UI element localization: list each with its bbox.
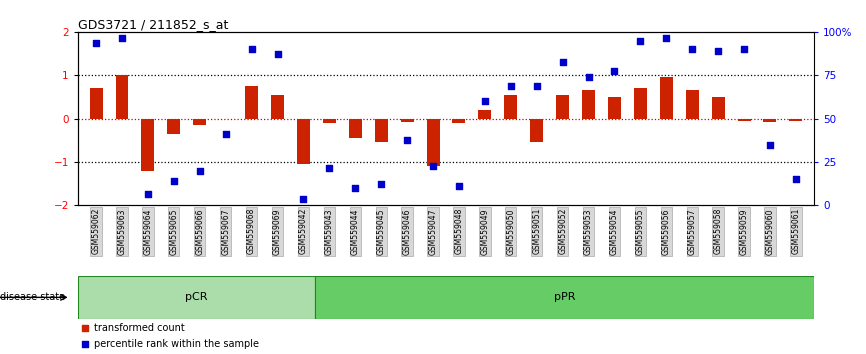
Point bbox=[530, 83, 544, 89]
Point bbox=[608, 68, 622, 74]
Bar bbox=[478, 110, 491, 119]
Bar bbox=[401, 119, 414, 122]
Point bbox=[737, 46, 751, 52]
Text: transformed count: transformed count bbox=[94, 323, 184, 333]
Text: disease state: disease state bbox=[0, 292, 65, 302]
Bar bbox=[141, 119, 154, 171]
Bar bbox=[297, 119, 310, 164]
Point bbox=[633, 38, 647, 44]
Bar bbox=[556, 95, 569, 119]
Text: percentile rank within the sample: percentile rank within the sample bbox=[94, 339, 259, 349]
Bar bbox=[115, 75, 128, 119]
Bar bbox=[790, 119, 803, 121]
Point bbox=[711, 48, 725, 54]
Point bbox=[89, 40, 103, 46]
Point bbox=[270, 51, 284, 56]
Bar bbox=[608, 97, 621, 119]
Point bbox=[245, 46, 259, 52]
Point bbox=[452, 183, 466, 189]
Bar bbox=[764, 119, 777, 122]
Point bbox=[348, 185, 362, 191]
Bar bbox=[89, 88, 102, 119]
Bar bbox=[323, 119, 336, 123]
Bar bbox=[349, 119, 362, 138]
Bar bbox=[375, 119, 388, 142]
Bar bbox=[167, 119, 180, 134]
Point bbox=[556, 59, 570, 65]
Point bbox=[296, 196, 310, 202]
Bar bbox=[314, 276, 814, 319]
Point bbox=[167, 179, 181, 184]
Bar bbox=[271, 95, 284, 119]
Text: pCR: pCR bbox=[185, 292, 208, 302]
Text: pPR: pPR bbox=[553, 292, 575, 302]
Bar bbox=[582, 90, 595, 119]
Bar bbox=[452, 119, 465, 123]
Point bbox=[322, 166, 336, 171]
Point bbox=[763, 142, 777, 147]
Bar bbox=[427, 119, 440, 166]
Point bbox=[78, 341, 93, 347]
Point bbox=[659, 35, 673, 41]
Bar bbox=[686, 90, 699, 119]
Point bbox=[582, 75, 596, 80]
Bar bbox=[504, 95, 517, 119]
Text: GDS3721 / 211852_s_at: GDS3721 / 211852_s_at bbox=[78, 18, 229, 31]
Point bbox=[685, 46, 699, 52]
Point bbox=[115, 35, 129, 41]
Point bbox=[193, 168, 207, 173]
Point bbox=[141, 192, 155, 197]
Bar bbox=[634, 88, 647, 119]
Point bbox=[478, 98, 492, 104]
Bar bbox=[660, 78, 673, 119]
Bar bbox=[245, 86, 258, 119]
Point bbox=[78, 325, 93, 331]
Bar bbox=[193, 119, 206, 125]
Bar bbox=[78, 276, 314, 319]
Bar bbox=[530, 119, 543, 142]
Point bbox=[504, 83, 518, 89]
Point bbox=[219, 131, 233, 137]
Point bbox=[374, 181, 388, 187]
Point bbox=[426, 164, 440, 169]
Point bbox=[400, 137, 414, 143]
Bar bbox=[738, 119, 751, 121]
Point bbox=[789, 176, 803, 182]
Bar bbox=[712, 97, 725, 119]
